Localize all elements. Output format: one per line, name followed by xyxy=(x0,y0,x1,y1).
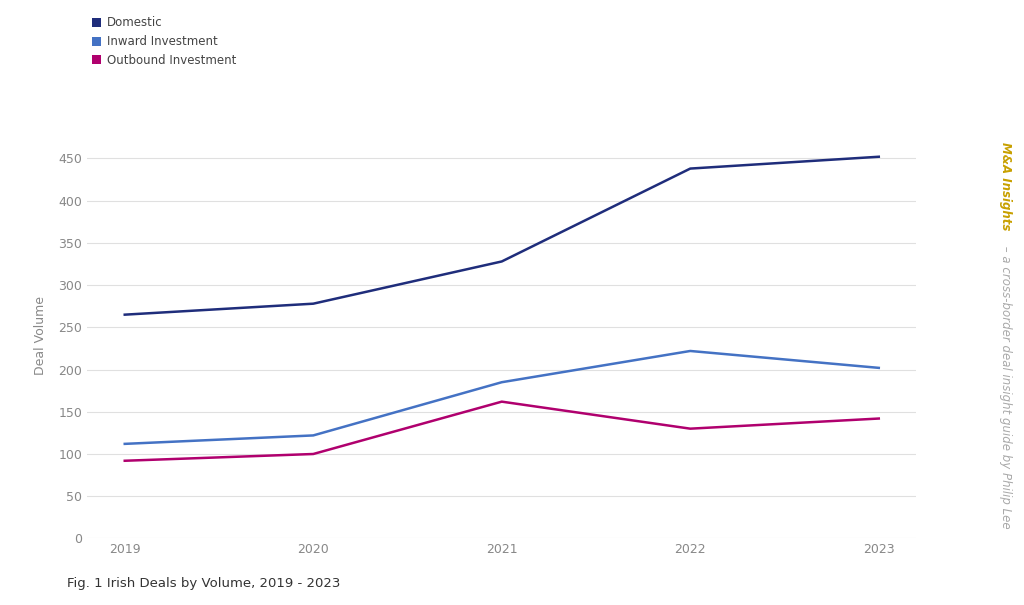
Text: M&A Insights: M&A Insights xyxy=(999,142,1012,230)
Y-axis label: Deal Volume: Deal Volume xyxy=(34,296,47,375)
Legend: Domestic, Inward Investment, Outbound Investment: Domestic, Inward Investment, Outbound In… xyxy=(87,11,242,72)
Text: Fig. 1 Irish Deals by Volume, 2019 - 2023: Fig. 1 Irish Deals by Volume, 2019 - 202… xyxy=(67,577,340,590)
Text: – a cross-border deal insight guide by Philip Lee: – a cross-border deal insight guide by P… xyxy=(999,242,1012,529)
